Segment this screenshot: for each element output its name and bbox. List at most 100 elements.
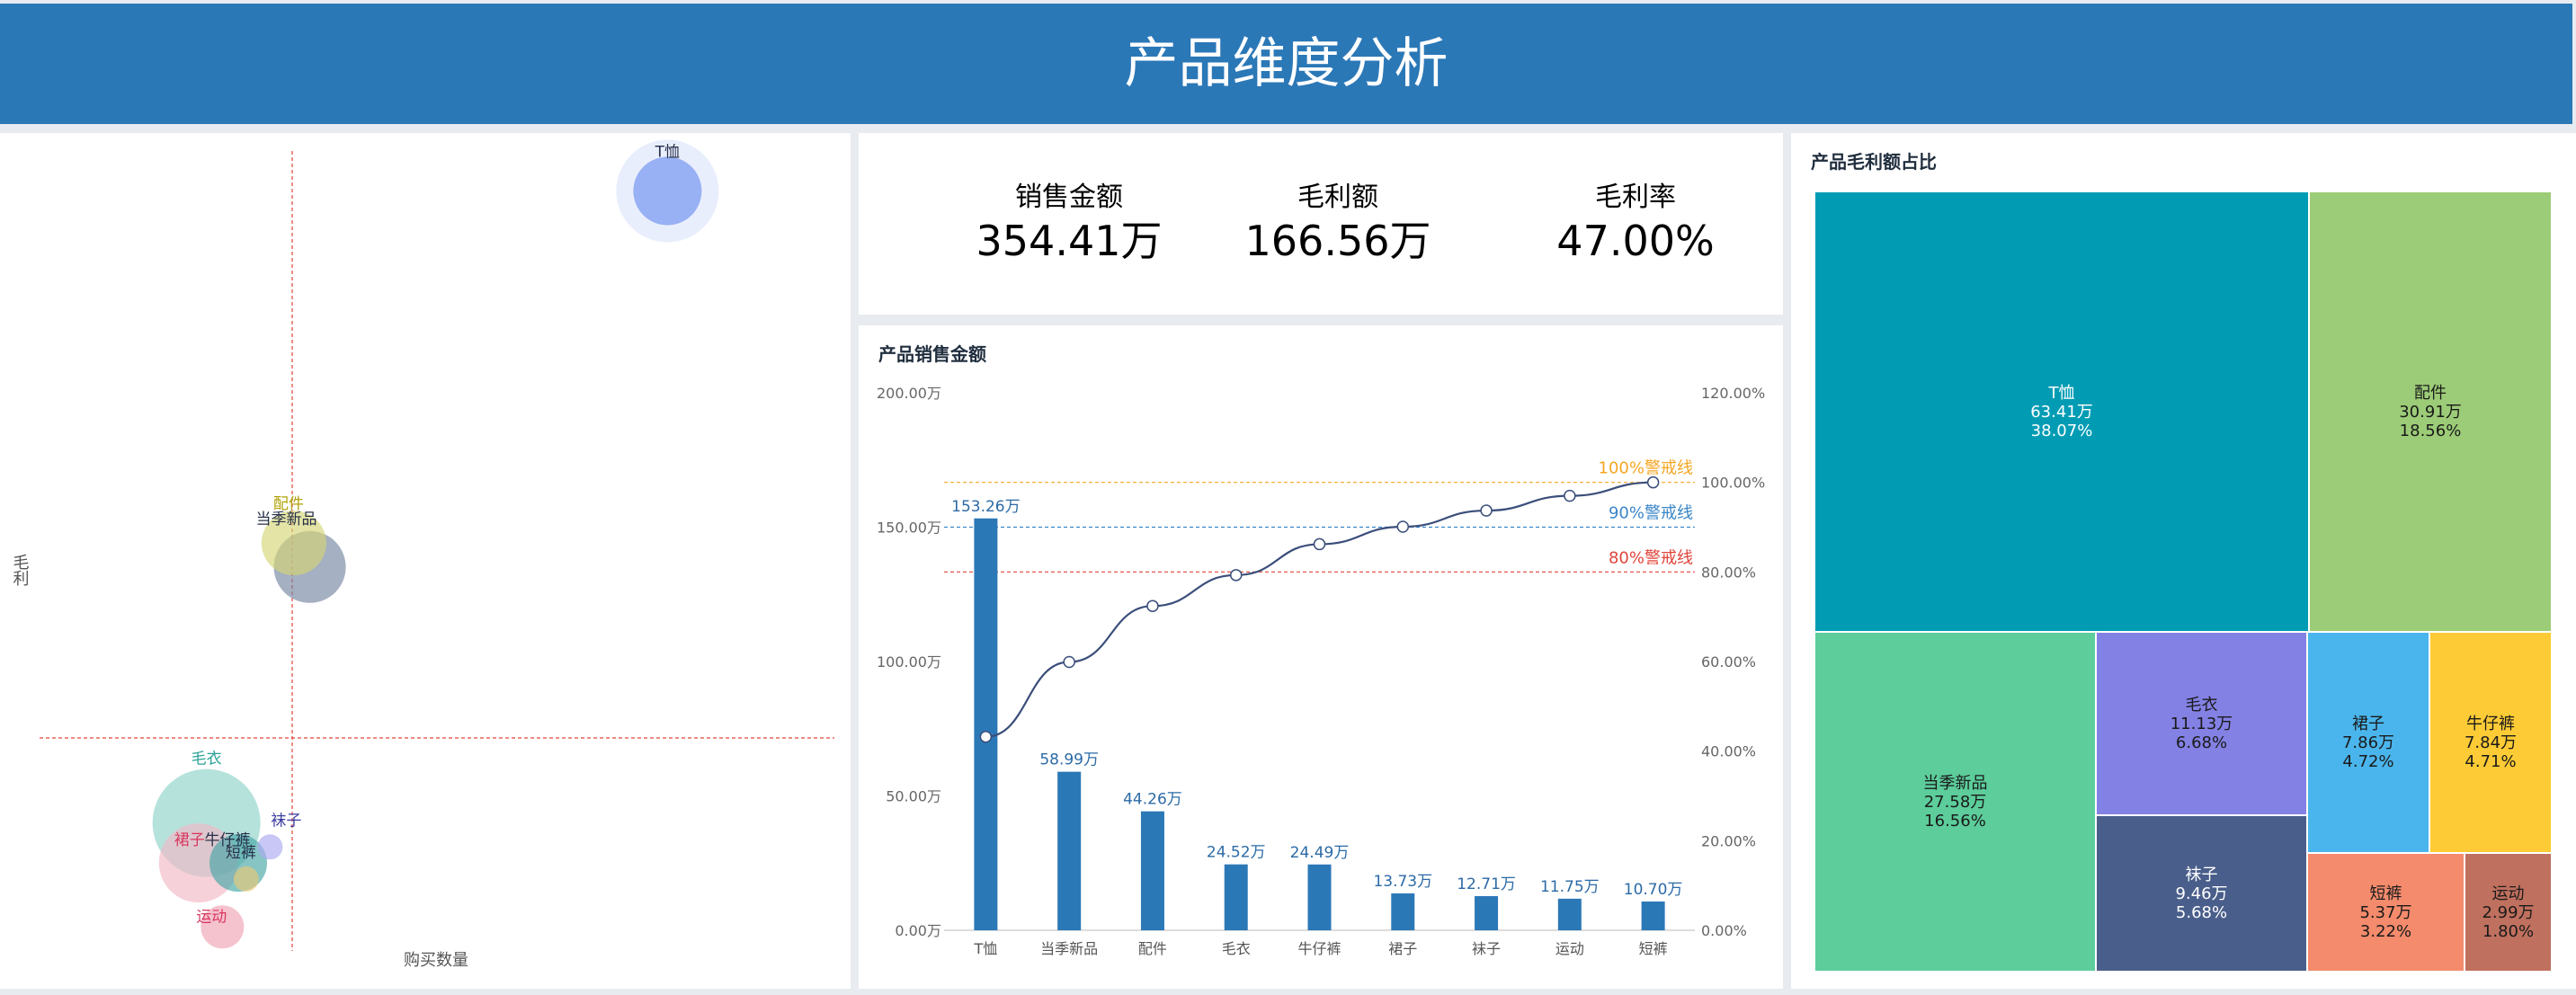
treemap-cell-new-season[interactable]: 当季新品 27.58万 16.56%	[1814, 632, 2096, 972]
y-right-tick-label: 0.00%	[1701, 922, 1747, 939]
bar-data-label: 24.52万	[1207, 844, 1266, 862]
treemap-cell-amount: 9.46万	[2175, 884, 2228, 903]
bubble-label: 配件	[273, 495, 304, 513]
y-right-tick-label: 40.00%	[1701, 743, 1756, 760]
kpi-margin-value: 47.00%	[1556, 217, 1715, 265]
treemap-cell-amount: 63.41万	[2030, 402, 2093, 422]
treemap-cell-amount: 5.37万	[2359, 902, 2412, 922]
treemap-cell-pct: 16.56%	[1924, 811, 1986, 831]
treemap-cell-amount: 30.91万	[2399, 402, 2462, 422]
kpi-gross-profit-label: 毛利额	[1297, 182, 1378, 213]
bar-data-label: 11.75万	[1540, 878, 1600, 896]
bar[interactable]	[1140, 811, 1164, 930]
bubble-point[interactable]	[233, 866, 259, 892]
treemap-cell-sports[interactable]: 运动 2.99万 1.80%	[2465, 853, 2552, 972]
cumulative-point[interactable]	[1564, 489, 1576, 502]
treemap-cell-skirt[interactable]: 裙子 7.86万 4.72%	[2307, 632, 2429, 853]
bubble-point[interactable]	[257, 834, 283, 860]
treemap: T恤 63.41万 38.07% 配件 30.91万 18.56% 当季新品 27.58万…	[1814, 191, 2552, 972]
cumulative-point[interactable]	[1480, 504, 1493, 517]
y-left-tick-label: 50.00万	[886, 788, 941, 805]
treemap-cell-shorts[interactable]: 短裤 5.37万 3.22%	[2307, 853, 2465, 972]
y-left-tick-label: 150.00万	[877, 520, 941, 537]
bubble-label: T恤	[655, 144, 680, 162]
cumulative-point[interactable]	[979, 730, 993, 743]
bubble-x-axis-label: 购买数量	[404, 951, 468, 970]
ref-line-label: 90%警戒线	[1609, 504, 1693, 523]
kpi-sales: 销售金额 354.41万	[934, 180, 1204, 266]
treemap-cell-name: 裙子	[2351, 714, 2384, 733]
bar-data-label: 12.71万	[1457, 875, 1516, 893]
cumulative-point[interactable]	[1646, 475, 1660, 489]
treemap-cell-pct: 18.56%	[2399, 421, 2462, 440]
treemap-cell-pct: 6.68%	[2175, 733, 2228, 752]
bar[interactable]	[974, 518, 998, 930]
treemap-cell-amount: 11.13万	[2170, 714, 2233, 733]
bar[interactable]	[1307, 864, 1332, 930]
x-tick-label: 毛衣	[1222, 940, 1251, 957]
cumulative-point[interactable]	[1146, 600, 1159, 612]
kpi-panel: 销售金额 354.41万 毛利额 166.56万 毛利率 47.00%	[859, 133, 1783, 315]
cumulative-point[interactable]	[1063, 655, 1075, 669]
kpi-sales-value: 354.41万	[976, 217, 1163, 265]
bubble-label: 毛衣	[192, 751, 222, 768]
kpi-margin-label: 毛利率	[1595, 182, 1676, 213]
bar[interactable]	[1057, 771, 1082, 930]
pareto-chart: 100%警戒线 90%警戒线 80%警戒线 0.00万 50.00万 100.00万 15…	[877, 385, 1765, 957]
treemap-cell-name: 袜子	[2185, 865, 2218, 884]
bubble-chart-panel: T恤 配件 当季新品 毛衣 裙子 牛仔裤 袜子 短裤 运动 毛利 购买数量	[0, 133, 851, 989]
treemap-cell-sweater[interactable]: 毛衣 11.13万 6.68%	[2096, 632, 2307, 815]
bar-data-label: 10.70万	[1624, 881, 1683, 899]
bar[interactable]	[1641, 902, 1665, 930]
bubble-point[interactable]	[201, 905, 245, 949]
treemap-cell-pct: 4.71%	[2465, 751, 2517, 771]
treemap-cell-amount: 7.86万	[2341, 733, 2395, 752]
cumulative-point[interactable]	[1313, 537, 1326, 551]
treemap-cell-tshirt[interactable]: T恤 63.41万 38.07%	[1814, 191, 2309, 632]
page-title: 产品维度分析	[1124, 32, 1448, 95]
treemap-cell-jeans[interactable]: 牛仔裤 7.84万 4.71%	[2429, 632, 2552, 853]
x-tick-label: 短裤	[1639, 940, 1668, 957]
cumulative-line	[985, 481, 1653, 738]
x-tick-label: 牛仔裤	[1297, 940, 1341, 957]
bar-data-label: 44.26万	[1123, 791, 1182, 809]
treemap-cell-name: 配件	[2414, 383, 2447, 403]
y-right-tick-label: 20.00%	[1701, 832, 1756, 849]
x-tick-label: 配件	[1138, 940, 1167, 957]
treemap-cell-name: T恤	[2048, 383, 2075, 403]
ref-line-label: 80%警戒线	[1609, 548, 1693, 567]
bar-data-label: 58.99万	[1039, 751, 1099, 769]
bar[interactable]	[1475, 895, 1499, 930]
treemap-cell-pct: 38.07%	[2030, 421, 2093, 440]
treemap-title: 产品毛利额占比	[1811, 151, 1937, 173]
pareto-chart-title: 产品销售金额	[878, 343, 986, 365]
treemap-panel: 产品毛利额占比 T恤 63.41万 38.07% 配件 30.91万 18.56% 当季…	[1791, 133, 2576, 989]
treemap-cell-name: 运动	[2491, 884, 2525, 903]
pareto-chart-panel: 产品销售金额 100%警戒线 90%警戒线 80%警戒线 0.00万 50.00万 10…	[859, 325, 1783, 989]
treemap-cell-socks[interactable]: 袜子 9.46万 5.68%	[2096, 815, 2307, 972]
bar[interactable]	[1224, 864, 1248, 930]
bubble-point[interactable]	[261, 511, 326, 576]
x-tick-label: 运动	[1555, 940, 1584, 957]
y-right-tick-label: 120.00%	[1701, 385, 1765, 402]
treemap-cell-accessories[interactable]: 配件 30.91万 18.56%	[2309, 191, 2552, 632]
bubble-label: 运动	[196, 908, 227, 926]
kpi-sales-label: 销售金额	[1015, 182, 1123, 213]
bubble-label: 裙子	[174, 831, 205, 849]
treemap-cell-name: 短裤	[2369, 884, 2402, 903]
bubble-point[interactable]	[633, 156, 702, 226]
x-tick-label: T恤	[973, 940, 997, 957]
kpi-gross-profit: 毛利额 166.56万	[1203, 180, 1473, 266]
cumulative-point[interactable]	[1396, 520, 1410, 533]
treemap-cell-name: 毛衣	[2185, 695, 2218, 715]
bar[interactable]	[1557, 898, 1582, 930]
cumulative-point[interactable]	[1229, 569, 1243, 582]
treemap-cell-name: 牛仔裤	[2465, 714, 2515, 733]
bubble-label: 牛仔裤	[205, 831, 251, 849]
y-left-tick-label: 200.00万	[877, 385, 941, 402]
treemap-cell-amount: 27.58万	[1923, 792, 1987, 812]
treemap-cell-amount: 2.99万	[2482, 902, 2535, 922]
bar[interactable]	[1391, 893, 1415, 930]
kpi-margin: 毛利率 47.00%	[1501, 180, 1770, 266]
treemap-cell-amount: 7.84万	[2464, 733, 2518, 752]
